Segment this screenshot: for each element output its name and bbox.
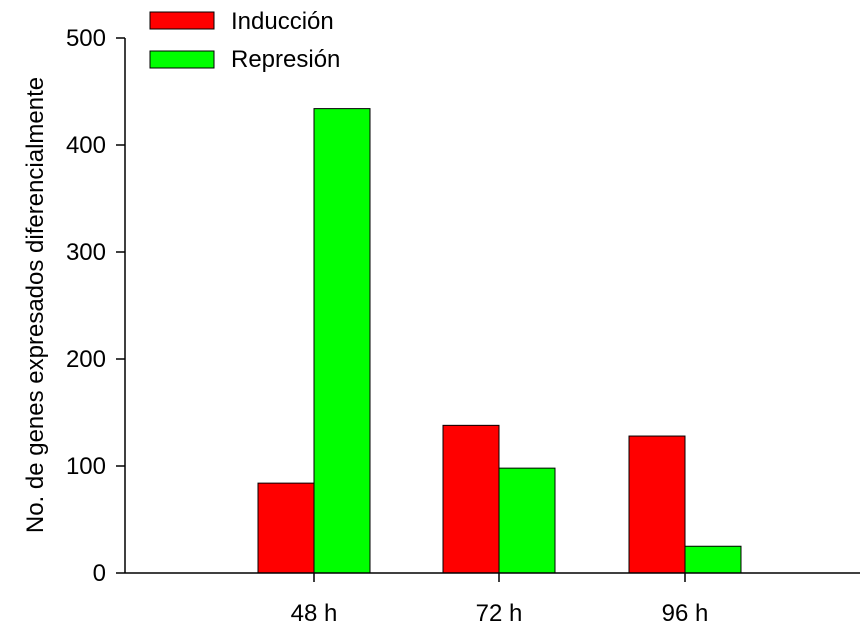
- legend-label-represion: Represión: [231, 46, 340, 73]
- bar-represion-48-h: [313, 108, 371, 574]
- bar-represion-96-h: [684, 545, 742, 574]
- x-axis-ticks: 48 h 72 h 96 h: [291, 573, 709, 627]
- legend: Inducción Represión: [149, 8, 340, 73]
- x-tick-label-48-h: 48 h: [291, 600, 338, 627]
- legend-swatch-represion: [149, 50, 215, 69]
- y-tick-label: 500: [66, 25, 106, 52]
- bar-induccion-96-h: [628, 435, 686, 574]
- y-tick-label: 400: [66, 132, 106, 159]
- y-axis-ticks: 0 100 200 300 400 500: [66, 25, 125, 587]
- y-tick-label: 0: [93, 560, 106, 587]
- legend-swatch-induccion: [149, 11, 215, 30]
- bars-layer: [257, 108, 742, 574]
- bar-induccion-72-h: [442, 424, 500, 574]
- y-axis-title: No. de genes expresados diferencialmente: [22, 77, 49, 533]
- x-tick-label-72-h: 72 h: [476, 600, 523, 627]
- x-tick-label-96-h: 96 h: [662, 600, 709, 627]
- bar-represion-72-h: [498, 467, 556, 574]
- bar-induccion-48-h: [257, 482, 315, 574]
- y-tick-label: 100: [66, 453, 106, 480]
- legend-label-induccion: Inducción: [231, 8, 334, 35]
- y-tick-label: 200: [66, 346, 106, 373]
- y-tick-label: 300: [66, 239, 106, 266]
